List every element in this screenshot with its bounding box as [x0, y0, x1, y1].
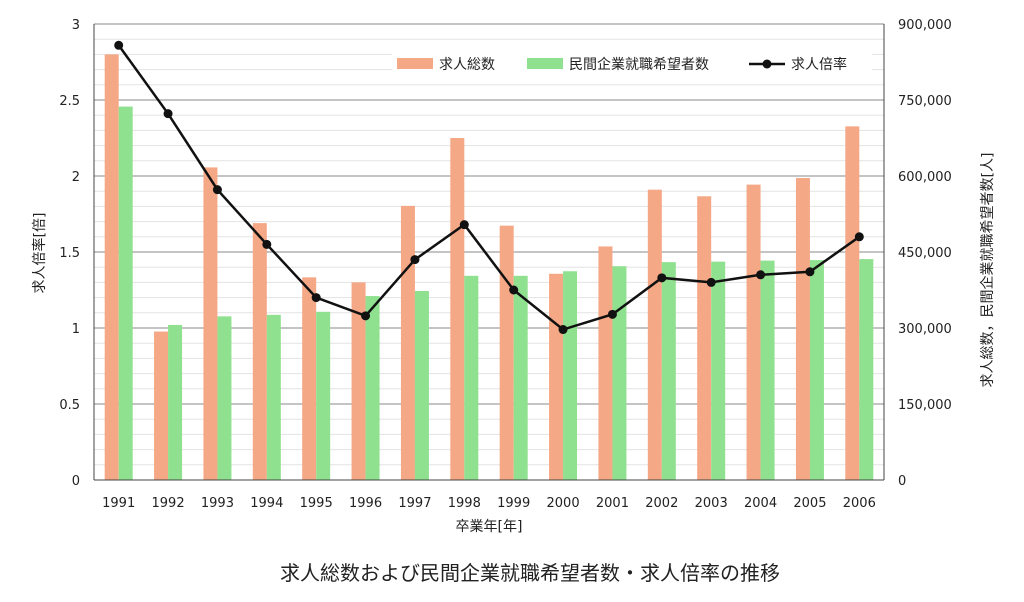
bar-total-jobs — [400, 205, 415, 481]
ratio-point — [607, 309, 617, 319]
x-tick-label: 1996 — [349, 496, 382, 511]
y-axis-right-label: 求人総数，民間企業就職希望者数[人] — [979, 153, 996, 388]
ratio-point — [163, 109, 173, 119]
bar-total-jobs — [104, 54, 119, 481]
x-tick-label: 1991 — [102, 496, 135, 511]
x-tick-label: 1993 — [201, 496, 234, 511]
bar-total-jobs — [154, 331, 169, 480]
y-left-tick-label: 2.5 — [59, 94, 80, 109]
bar-job-seekers — [711, 261, 726, 480]
bar-job-seekers — [612, 266, 627, 480]
ratio-line-path — [117, 44, 861, 331]
y-left-tick-label: 1.5 — [59, 246, 80, 261]
legend-label: 民間企業就職希望者数 — [569, 56, 709, 73]
x-tick-label: 1997 — [398, 496, 431, 511]
ratio-point — [756, 270, 766, 280]
legend-swatch-marker — [762, 59, 772, 69]
x-tick-label: 2003 — [695, 496, 728, 511]
bar-job-seekers — [760, 260, 775, 480]
y-left-tick-label: 3 — [72, 18, 80, 33]
bar-total-jobs — [302, 277, 317, 480]
bar-job-seekers — [316, 311, 331, 480]
bar-job-seekers — [809, 260, 824, 480]
bar-total-jobs — [647, 189, 662, 480]
ratio-point — [657, 273, 667, 283]
ratio-point — [114, 40, 124, 50]
bar-job-seekers — [513, 275, 528, 480]
legend-swatch — [527, 58, 563, 69]
x-tick-label: 2000 — [547, 496, 580, 511]
bar-job-seekers — [661, 262, 676, 480]
x-tick-label: 2001 — [596, 496, 629, 511]
bar-total-jobs — [252, 223, 267, 480]
legend-swatch — [397, 58, 433, 69]
axes: 0 0.5 1 1.5 2 2.5 3 0 150,000 300,000 450,000 600,0… — [59, 18, 951, 511]
x-tick-label: 1995 — [300, 496, 333, 511]
ratio-point — [854, 232, 864, 242]
y-right-tick-label: 150,000 — [898, 398, 952, 413]
x-tick-label: 2006 — [843, 496, 876, 511]
y-left-tick-label: 0.5 — [59, 398, 80, 413]
bar-total-jobs — [845, 126, 860, 480]
legend-background — [392, 50, 872, 78]
y-left-tick-label: 1 — [72, 322, 80, 337]
x-tick-label: 2004 — [744, 496, 777, 511]
bar-total-jobs — [598, 246, 613, 480]
y-right-tick-label: 600,000 — [898, 170, 952, 185]
bar-job-seekers — [217, 316, 232, 480]
bar-total-jobs — [450, 138, 465, 480]
y-left-tick-label: 0 — [72, 474, 80, 489]
x-tick-label: 1998 — [448, 496, 481, 511]
bar-total-jobs — [351, 282, 366, 480]
legend: 求人総数 民間企業就職希望者数 求人倍率 — [392, 50, 872, 78]
ratio-point — [262, 239, 272, 249]
x-tick-label: 1994 — [250, 496, 283, 511]
bar-total-jobs — [795, 178, 810, 480]
y-axis-left-label: 求人倍率[倍] — [31, 213, 48, 294]
y-right-tick-label: 450,000 — [898, 246, 952, 261]
x-tick-label: 1992 — [152, 496, 185, 511]
bar-job-seekers — [414, 291, 429, 480]
bar-total-jobs — [549, 273, 564, 480]
ratio-point — [410, 255, 420, 265]
ratio-point — [509, 285, 519, 295]
y-right-tick-label: 900,000 — [898, 18, 952, 33]
ratio-point — [558, 325, 568, 335]
bar-job-seekers — [859, 259, 874, 480]
bar-job-seekers — [266, 314, 281, 480]
y-right-tick-label: 0 — [898, 474, 906, 489]
ratio-point — [459, 220, 469, 230]
y-right-tick-label: 750,000 — [898, 94, 952, 109]
bar-total-jobs — [697, 196, 712, 480]
bar-job-seekers — [168, 324, 183, 480]
chart-title: 求人総数および民間企業就職希望者数・求人倍率の推移 — [280, 561, 780, 585]
bar-total-jobs — [746, 184, 761, 480]
y-left-tick-label: 2 — [72, 170, 80, 185]
ratio-line — [114, 40, 864, 335]
legend-label: 求人倍率 — [791, 56, 847, 73]
ratio-point — [706, 277, 716, 287]
y-right-tick-label: 300,000 — [898, 322, 952, 337]
ratio-point — [805, 267, 815, 277]
bar-total-jobs — [499, 225, 514, 480]
bar-job-seekers — [365, 296, 380, 480]
bar-total-jobs — [203, 167, 218, 481]
bar-job-seekers — [563, 271, 578, 480]
bar-job-seekers — [118, 106, 133, 480]
bar-job-seekers — [464, 275, 479, 480]
legend-label: 求人総数 — [439, 57, 495, 73]
x-tick-label: 2005 — [793, 496, 826, 511]
ratio-point — [212, 185, 222, 195]
ratio-point — [361, 311, 371, 321]
x-tick-label: 1999 — [497, 496, 530, 511]
x-tick-label: 2002 — [645, 496, 678, 511]
ratio-point — [311, 293, 321, 303]
x-axis-label: 卒業年[年] — [456, 519, 523, 535]
